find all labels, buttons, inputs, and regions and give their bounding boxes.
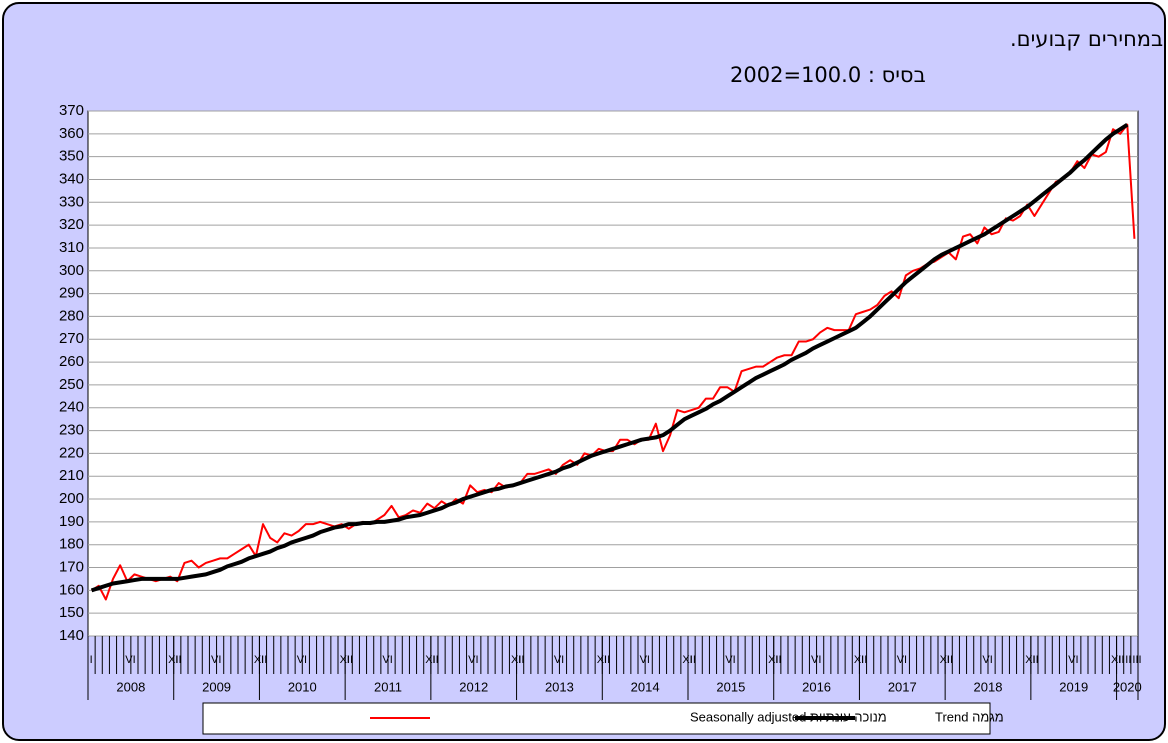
chart-title: תרשים 1 : מדדי ערך סך הרכישות בכרטיסי אש… <box>1010 27 1168 51</box>
x-tick-label: VI <box>811 654 821 666</box>
x-tick-label: VI <box>468 654 478 666</box>
x-tick-label: I <box>347 654 350 666</box>
x-tick-label: VI <box>725 654 735 666</box>
x-tick-label: I <box>90 654 93 666</box>
year-label: 2020 <box>1113 679 1142 694</box>
x-tick-label: VI <box>211 654 221 666</box>
y-tick-label: 170 <box>59 558 84 575</box>
plot-area <box>87 110 1139 637</box>
x-tick-label: XII <box>1025 654 1038 666</box>
y-tick-label: 140 <box>59 627 84 644</box>
chart-subtitle: בסיס : 100.0=2002 <box>730 63 926 87</box>
x-tick-label: XII <box>425 654 438 666</box>
y-tick-label: 290 <box>59 285 84 302</box>
y-tick-label: 160 <box>59 581 84 598</box>
x-tick-label: XII <box>168 654 181 666</box>
year-label: 2009 <box>202 679 231 694</box>
x-tick-label: I <box>861 654 864 666</box>
x-tick-label: I <box>604 654 607 666</box>
year-label: 2016 <box>802 679 831 694</box>
year-label: 2010 <box>288 679 317 694</box>
x-tick-label: I <box>518 654 521 666</box>
x-tick-label: VI <box>982 654 992 666</box>
x-tick-label: VI <box>897 654 907 666</box>
y-tick-label: 200 <box>59 490 84 507</box>
x-tick-label: XII <box>511 654 524 666</box>
year-label: 2013 <box>545 679 574 694</box>
year-label: 2019 <box>1059 679 1088 694</box>
x-tick-label: I <box>947 654 950 666</box>
x-tick-label: II <box>1125 654 1131 666</box>
y-tick-label: 270 <box>59 330 84 347</box>
y-tick-label: 240 <box>59 399 84 416</box>
legend-label: מגמה Trend <box>935 709 1004 724</box>
y-tick-label: 190 <box>59 513 84 530</box>
x-tick-label: XII <box>254 654 267 666</box>
x-tick-label: I <box>690 654 693 666</box>
y-tick-label: 300 <box>59 262 84 279</box>
x-tick-label: VI <box>125 654 135 666</box>
y-tick-label: 250 <box>59 376 84 393</box>
y-tick-label: 230 <box>59 422 84 439</box>
y-tick-label: 310 <box>59 239 84 256</box>
x-tick-label: XII <box>940 654 953 666</box>
year-label: 2008 <box>116 679 145 694</box>
x-tick-label: I <box>1032 654 1035 666</box>
x-tick-label: VI <box>554 654 564 666</box>
x-tick-label: VI <box>382 654 392 666</box>
x-tick-label: XII <box>597 654 610 666</box>
x-tick-label: VI <box>297 654 307 666</box>
x-tick-label: XII <box>768 654 781 666</box>
y-tick-label: 210 <box>59 467 84 484</box>
series-line <box>90 123 1129 593</box>
year-label: 2015 <box>716 679 745 694</box>
x-tick-label: XII <box>854 654 867 666</box>
y-tick-label: 220 <box>59 444 84 461</box>
year-label: 2017 <box>888 679 917 694</box>
x-tick-label: III <box>1132 654 1141 666</box>
x-tick-label: I <box>775 654 778 666</box>
y-tick-label: 280 <box>59 307 84 324</box>
y-tick-label: 260 <box>59 353 84 370</box>
x-tick-label: VI <box>640 654 650 666</box>
y-tick-label: 370 <box>59 102 84 119</box>
x-tick-label: XII <box>340 654 353 666</box>
y-tick-label: 320 <box>59 216 84 233</box>
x-tick-label: VI <box>1068 654 1078 666</box>
year-label: 2014 <box>631 679 660 694</box>
x-tick-label: I <box>432 654 435 666</box>
y-tick-label: 360 <box>59 125 84 142</box>
year-label: 2012 <box>459 679 488 694</box>
x-tick-label: XII <box>682 654 695 666</box>
x-tick-label: I <box>175 654 178 666</box>
y-tick-label: 180 <box>59 536 84 553</box>
y-tick-label: 340 <box>59 170 84 187</box>
legend <box>202 702 991 735</box>
x-tick-label: I <box>1118 654 1121 666</box>
legend-label: מנוכה עונתיות Seasonally adjusted <box>690 709 887 724</box>
x-tick-label: I <box>261 654 264 666</box>
y-tick-label: 350 <box>59 148 84 165</box>
y-tick-label: 150 <box>59 604 84 621</box>
year-label: 2018 <box>974 679 1003 694</box>
y-tick-label: 330 <box>59 193 84 210</box>
x-tick-label: XII <box>1111 654 1124 666</box>
year-label: 2011 <box>374 679 402 694</box>
